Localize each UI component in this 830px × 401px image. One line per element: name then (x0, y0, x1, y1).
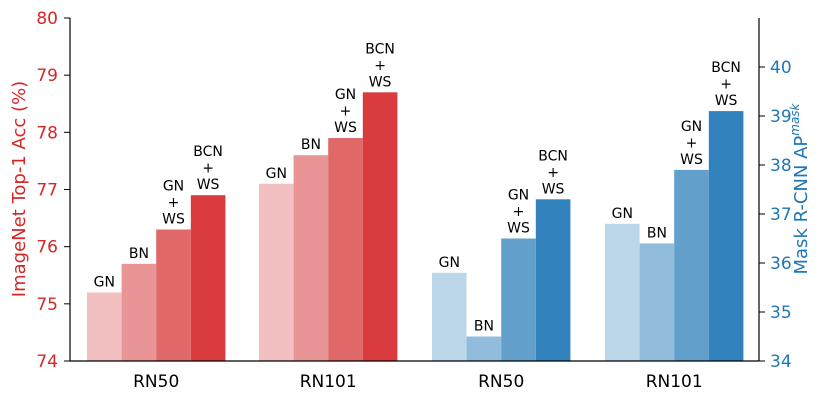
bar-label: + (374, 58, 386, 74)
bar-label: + (686, 135, 698, 151)
bar-label: GN (612, 206, 633, 222)
bar-rn101-gn-left (259, 183, 294, 361)
bar-rn50-bcn-ws-left (190, 195, 226, 361)
bar-rn101-bn-left (293, 155, 329, 361)
bar-label: + (720, 77, 732, 93)
right-axis-title: Mask R-CNN APmask (788, 102, 812, 274)
bar-label: BCN (538, 148, 568, 164)
bar-label: GN (163, 179, 184, 195)
bar-label: + (340, 104, 352, 120)
bar-rn101-gn-ws-right (674, 169, 709, 361)
bar-label: + (513, 204, 525, 220)
tick-label: 40 (770, 58, 792, 78)
bar-label: WS (334, 120, 357, 136)
left-axis-ticks: 74 75 76 77 78 79 80 (36, 9, 70, 372)
tick-label: 39 (770, 107, 792, 127)
tick-label: 36 (770, 254, 792, 274)
bar-rn50-bcn-ws-right (535, 199, 571, 361)
tick-label: 76 (36, 238, 58, 258)
bar-label: BCN (365, 41, 395, 57)
bar-label: GN (439, 255, 460, 271)
bar-label: + (168, 195, 180, 211)
bar-label: BN (474, 319, 494, 335)
bar-rn50-gn-right (432, 272, 467, 361)
tick-label: 37 (770, 205, 792, 225)
bar-label: WS (507, 221, 530, 237)
tick-label: 78 (36, 123, 58, 143)
category-labels: RN50 RN101 RN50 RN101 (133, 372, 703, 392)
right-axis-title-superscript: mask (788, 102, 802, 135)
bar-rn101-bcn-ws-left (362, 92, 398, 362)
bar-label: + (547, 165, 559, 181)
left-axis-title: ImageNet Top-1 Acc (%) (9, 81, 30, 297)
bar-labels-layer: GNBNGN+WSBCN+WSGNBNGN+WSBCN+WSGNBNGN+WSB… (94, 41, 741, 334)
bar-label: WS (197, 177, 220, 193)
bar-rn50-gn-ws-right (501, 238, 536, 361)
tick-label: 74 (36, 352, 58, 372)
tick-label: 34 (770, 352, 792, 372)
bar-label: + (202, 161, 214, 177)
tick-label: 38 (770, 156, 792, 176)
bar-rn101-gn-right (605, 223, 640, 361)
tick-label: 35 (770, 303, 792, 323)
bar-label: WS (680, 152, 703, 168)
bar-label: BCN (711, 60, 741, 76)
tick-label: 75 (36, 295, 58, 315)
bar-rn50-bn-right (466, 336, 502, 361)
bar-label: BN (301, 137, 321, 153)
bar-label: GN (94, 274, 115, 290)
category-label: RN101 (646, 372, 703, 392)
bar-label: BCN (193, 144, 223, 160)
category-label: RN50 (478, 372, 524, 392)
right-axis-title-main: Mask R-CNN AP (791, 136, 812, 275)
bar-rn50-bn-left (121, 263, 157, 361)
tick-label: 79 (36, 66, 58, 86)
bar-rn50-gn-ws-left (156, 229, 191, 361)
bar-label: WS (369, 74, 392, 90)
category-label: RN50 (133, 372, 179, 392)
bar-label: BN (647, 225, 667, 241)
tick-label: 80 (36, 9, 58, 29)
tick-label: 77 (36, 181, 58, 201)
bar-label: GN (335, 87, 356, 103)
bar-label: WS (162, 212, 185, 228)
bar-label: WS (715, 93, 738, 109)
bar-label: GN (508, 188, 529, 204)
bar-label: WS (542, 181, 565, 197)
bar-label: GN (266, 166, 287, 182)
bar-label: BN (129, 246, 149, 262)
category-label: RN101 (300, 372, 357, 392)
bar-label: GN (681, 119, 702, 135)
bars-layer (87, 92, 744, 362)
bar-rn101-bn-right (639, 243, 675, 361)
bar-rn101-bcn-ws-right (708, 111, 744, 361)
bar-rn50-gn-left (87, 292, 122, 361)
right-axis-ticks: 34 35 36 37 38 39 40 (759, 58, 792, 372)
bar-rn101-gn-ws-left (328, 138, 363, 361)
